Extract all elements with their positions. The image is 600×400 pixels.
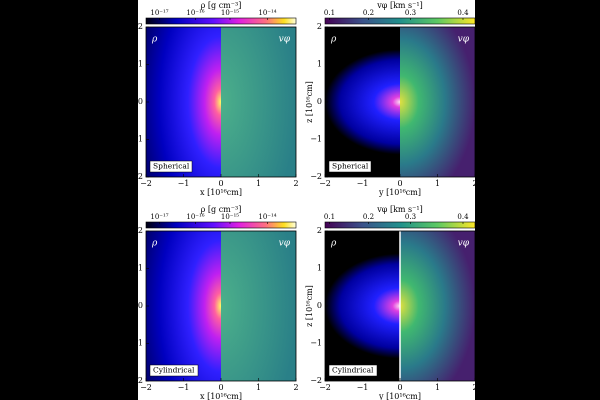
- colorbar-label: ρ [g cm⁻³]: [201, 205, 242, 214]
- colorbar: [324, 17, 476, 25]
- y-tick-label: −1: [131, 339, 143, 348]
- y-tick-label: 2: [138, 22, 143, 31]
- colorbar: [145, 17, 297, 25]
- right-label: vφ: [279, 35, 291, 45]
- y-tick-label: −2: [131, 376, 143, 385]
- x-tick-label: 2: [472, 383, 477, 392]
- left-label: ρ: [151, 239, 158, 249]
- colorbar-tick-label: 0.2: [363, 9, 374, 17]
- y-tick-label: −1: [310, 135, 322, 144]
- colorbar: [324, 221, 476, 229]
- box-label: Spherical: [153, 162, 190, 171]
- colorbar-tick-label: 0.1: [324, 213, 335, 221]
- y-tick-label: 1: [317, 60, 322, 69]
- left-label: ρ: [330, 35, 337, 45]
- x-tick-label: 0: [218, 383, 223, 392]
- x-tick-label: 1: [256, 383, 261, 392]
- density-map: [325, 27, 400, 177]
- label-box: [328, 364, 378, 377]
- y-axis-label: y [10¹⁶cm]: [126, 81, 135, 124]
- colorbar-label: ρ [g cm⁻³]: [201, 1, 242, 10]
- y-tick-label: 2: [138, 226, 143, 235]
- x-tick-label: 0: [397, 383, 402, 392]
- x-tick-label: 2: [293, 179, 298, 188]
- x-tick-label: −2: [319, 179, 331, 188]
- x-tick-label: −1: [178, 179, 190, 188]
- colorbar-tick-label: 10⁻¹⁴: [258, 213, 276, 221]
- x-tick-label: −1: [178, 383, 190, 392]
- x-tick-label: −2: [140, 179, 152, 188]
- y-axis-label: y [10¹⁶cm]: [126, 285, 135, 328]
- box-label: Spherical: [332, 162, 369, 171]
- x-tick-label: −2: [319, 383, 331, 392]
- colorbar: [145, 221, 297, 229]
- velocity-map: [400, 27, 475, 177]
- x-axis-label: y [10¹⁶cm]: [378, 392, 421, 400]
- box-label: Cylindrical: [332, 366, 374, 375]
- y-tick-label: −2: [310, 172, 322, 181]
- colorbar-tick-label: 10⁻¹⁷: [150, 9, 168, 17]
- x-tick-label: 1: [435, 383, 440, 392]
- label-box: [328, 160, 372, 173]
- colorbar-tick-label: 10⁻¹⁵: [221, 9, 239, 17]
- x-tick-label: 1: [435, 179, 440, 188]
- left-label: ρ: [330, 239, 337, 249]
- box-label: Cylindrical: [153, 366, 195, 375]
- y-axis-label: z [10¹⁶cm]: [305, 285, 314, 327]
- y-tick-label: −1: [131, 135, 143, 144]
- colorbar-tick-label: 10⁻¹⁴: [258, 9, 276, 17]
- y-tick-label: 1: [138, 60, 143, 69]
- label-box: [149, 160, 193, 173]
- x-axis-label: y [10¹⁶cm]: [378, 188, 421, 197]
- colorbar-tick-label: 0.3: [405, 213, 416, 221]
- density-map: [146, 231, 221, 381]
- velocity-map: [221, 27, 296, 177]
- colorbar-tick-label: 10⁻¹⁷: [150, 213, 168, 221]
- y-tick-label: 0: [138, 97, 143, 106]
- colorbar-tick-label: 10⁻¹⁶: [186, 9, 204, 17]
- velocity-map: [221, 231, 296, 381]
- y-tick-label: 0: [138, 301, 143, 310]
- y-tick-label: 2: [317, 226, 322, 235]
- right-label: vφ: [279, 239, 291, 249]
- x-tick-label: −1: [357, 179, 369, 188]
- colorbar-label: vφ [km s⁻¹]: [376, 1, 422, 10]
- x-tick-label: 2: [293, 383, 298, 392]
- colorbar-tick-label: 0.2: [363, 213, 374, 221]
- y-tick-label: 1: [317, 264, 322, 273]
- y-tick-label: −2: [310, 376, 322, 385]
- colorbar-tick-label: 0.4: [457, 213, 469, 221]
- density-map: [325, 231, 400, 381]
- y-tick-label: 2: [317, 22, 322, 31]
- velocity-map: [400, 231, 475, 381]
- colorbar-tick-label: 0.1: [324, 9, 335, 17]
- left-label: ρ: [151, 35, 158, 45]
- right-label: vφ: [458, 239, 470, 249]
- right-label: vφ: [458, 35, 470, 45]
- x-axis-label: x [10¹⁶cm]: [200, 392, 242, 400]
- colorbar-tick-label: 10⁻¹⁶: [186, 213, 204, 221]
- x-tick-label: 1: [256, 179, 261, 188]
- x-tick-label: 2: [472, 179, 477, 188]
- y-axis-label: z [10¹⁶cm]: [305, 81, 314, 123]
- y-tick-label: 0: [317, 97, 322, 106]
- y-tick-label: −2: [131, 172, 143, 181]
- x-tick-label: 0: [218, 179, 223, 188]
- y-tick-label: −1: [310, 339, 322, 348]
- x-tick-label: 0: [397, 179, 402, 188]
- colorbar-tick-label: 0.3: [405, 9, 416, 17]
- y-tick-label: 0: [317, 301, 322, 310]
- x-tick-label: −2: [140, 383, 152, 392]
- colorbar-label: vφ [km s⁻¹]: [376, 205, 422, 214]
- x-tick-label: −1: [357, 383, 369, 392]
- y-tick-label: 1: [138, 264, 143, 273]
- colorbar-tick-label: 10⁻¹⁵: [221, 213, 239, 221]
- density-map: [146, 27, 221, 177]
- x-axis-label: x [10¹⁶cm]: [200, 188, 242, 197]
- colorbar-tick-label: 0.4: [457, 9, 469, 17]
- label-box: [149, 364, 199, 377]
